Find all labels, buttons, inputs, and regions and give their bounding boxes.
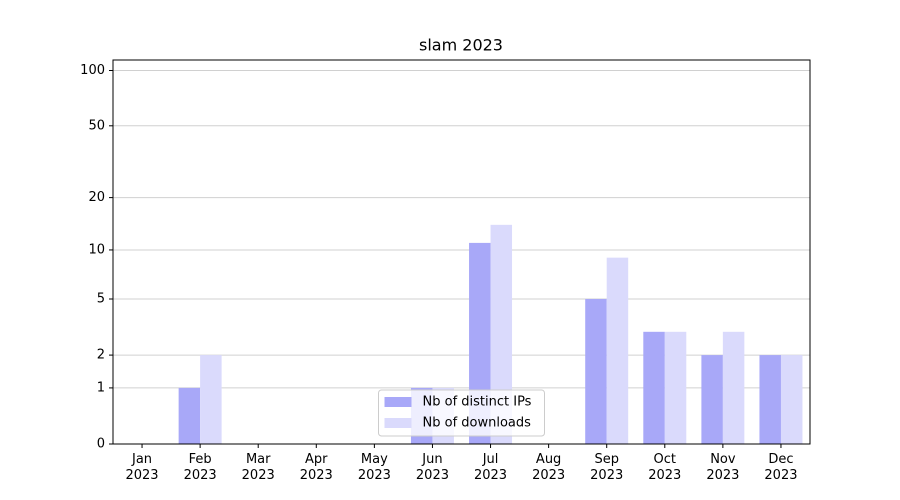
bar	[490, 224, 513, 444]
x-tick-label: Sep 2023	[590, 452, 624, 483]
bar	[178, 387, 201, 444]
y-tick-label: 20	[88, 190, 105, 205]
x-tick-label: Aug 2023	[532, 452, 566, 483]
x-tick-label: Mar 2023	[241, 452, 275, 483]
x-tick-label: Jan 2023	[125, 452, 159, 483]
bar	[722, 331, 745, 444]
legend-swatch	[384, 397, 412, 407]
x-tick-label: May 2023	[357, 452, 391, 483]
bar	[759, 355, 781, 444]
y-tick-label: 1	[97, 380, 105, 395]
x-tick-label: Jul 2023	[473, 452, 508, 483]
y-tick-label: 100	[80, 63, 105, 78]
x-tick-label: Oct 2023	[648, 452, 682, 483]
y-tick-label: 2	[97, 348, 105, 363]
bar	[606, 257, 629, 444]
bar	[643, 331, 665, 444]
bar	[200, 355, 222, 444]
x-tick-label: Dec 2023	[764, 452, 798, 483]
y-tick-label: 0	[97, 437, 105, 452]
x-tick-label: Feb 2023	[183, 452, 217, 483]
legend-swatch	[384, 418, 412, 428]
legend-label: Nb of downloads	[423, 416, 532, 431]
x-tick-label: Jun 2023	[415, 452, 449, 483]
bar	[701, 355, 723, 444]
legend-box	[378, 389, 545, 437]
bar	[780, 355, 803, 444]
bar	[585, 298, 607, 444]
x-tick-label: Apr 2023	[299, 452, 333, 483]
x-tick-label: Nov 2023	[706, 452, 740, 483]
chart-title: slam 2023	[419, 36, 503, 55]
legend-label: Nb of distinct IPs	[423, 395, 532, 410]
bar	[664, 331, 687, 444]
y-tick-label: 5	[97, 291, 105, 306]
y-tick-label: 50	[88, 118, 105, 133]
plot-frame	[112, 59, 811, 445]
y-tick-label: 10	[88, 242, 105, 257]
